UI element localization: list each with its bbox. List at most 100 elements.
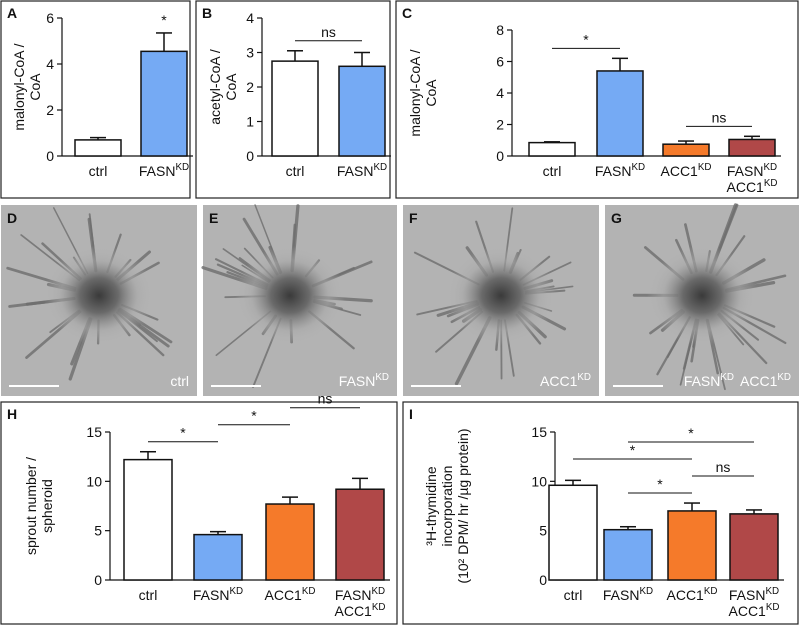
y-axis-label: ³H-thymidine <box>423 466 439 546</box>
label-text: FASN <box>335 587 372 603</box>
label-text: FASN <box>193 587 230 603</box>
bar <box>338 65 386 157</box>
label-line: ACC1KD <box>661 162 712 179</box>
significance-label: * <box>180 425 186 441</box>
bar <box>548 484 598 581</box>
y-axis-label: acetyl-CoA / <box>207 49 223 125</box>
bar <box>603 528 653 581</box>
panel-frame <box>395 0 799 199</box>
label-text: ACC1 <box>667 587 705 603</box>
panel-frame <box>195 0 391 199</box>
y-tick-label: 10 <box>531 473 547 489</box>
panel-letter: A <box>7 5 17 21</box>
y-tick-label: 2 <box>496 117 504 133</box>
label-line: ACC1KD <box>667 586 718 603</box>
significance-label: * <box>657 476 663 492</box>
label-sup: KD <box>302 586 316 597</box>
y-tick-label: 0 <box>246 148 254 164</box>
label-line: FASNKD <box>335 586 385 603</box>
label-line: ctrl <box>170 373 189 389</box>
y-tick-label: 5 <box>539 523 547 539</box>
significance-label: * <box>251 408 257 424</box>
y-tick-label: 5 <box>94 523 102 539</box>
bar <box>662 143 710 157</box>
panel-letter: G <box>611 210 622 226</box>
panel-frame <box>0 0 191 199</box>
y-axis-label: malonyl-CoA / <box>11 43 27 130</box>
y-tick-label: 3 <box>246 45 254 61</box>
label-text: FASN <box>603 587 640 603</box>
spheroid <box>235 245 345 346</box>
significance-label: ns <box>321 24 336 40</box>
label-text: ctrl <box>139 587 158 603</box>
label-text: ACC1 <box>335 603 373 619</box>
y-tick-label: 0 <box>496 148 504 164</box>
significance-label: * <box>161 12 167 28</box>
y-axis-label: CoA <box>223 73 239 101</box>
y-tick-label: 8 <box>496 22 504 38</box>
y-tick-label: 15 <box>531 424 547 440</box>
panel-letter: B <box>202 5 212 21</box>
y-axis-label: spheroid <box>39 479 55 533</box>
label-line: FASNKD <box>729 586 779 603</box>
label-text: FASN <box>337 163 374 179</box>
label-text: ACC1 <box>661 163 699 179</box>
bar <box>528 141 576 157</box>
label-sup: KD <box>777 372 791 383</box>
label-text: ACC1 <box>265 587 303 603</box>
label-sup: KD <box>639 586 653 597</box>
panel-letter: D <box>7 210 17 226</box>
label-sup: KD <box>720 372 734 383</box>
label-text: ctrl <box>170 373 189 389</box>
panel-letter: H <box>7 406 17 422</box>
label-line: ACC1KD <box>265 586 316 603</box>
significance-label: ns <box>712 109 727 125</box>
y-axis-label: malonyl-CoA / <box>407 49 423 136</box>
label-text: ctrl <box>286 163 305 179</box>
bar <box>265 503 315 581</box>
panel-letter: I <box>409 406 413 422</box>
significance-label: * <box>688 425 694 441</box>
y-tick-label: 10 <box>86 473 102 489</box>
label-text: FASN <box>684 373 721 389</box>
bar <box>271 60 319 157</box>
label-sup: KD <box>698 162 712 173</box>
spheroid <box>446 245 556 346</box>
label-line: ACC1KD <box>727 178 778 195</box>
y-tick-label: 0 <box>94 572 102 588</box>
label-line: FASNKD <box>139 162 189 179</box>
bar <box>140 50 188 157</box>
y-tick-label: 4 <box>496 85 504 101</box>
label-text: FASN <box>727 163 764 179</box>
panel-letter: F <box>409 210 418 226</box>
bar <box>596 70 644 157</box>
label-sup: KD <box>229 586 243 597</box>
y-axis-label: CoA <box>27 73 43 101</box>
label-sup: KD <box>631 162 645 173</box>
bar <box>728 138 776 157</box>
y-tick-label: 4 <box>46 56 54 72</box>
label-sup: KD <box>371 586 385 597</box>
label-sup: KD <box>375 372 389 383</box>
bar <box>729 513 779 581</box>
label-line: FASNKD <box>337 162 387 179</box>
label-sup: KD <box>704 586 718 597</box>
y-tick-label: 0 <box>539 572 547 588</box>
label-text: FASN <box>339 373 376 389</box>
label-line: FASNKD <box>339 372 389 389</box>
label-sup: KD <box>764 178 778 189</box>
label-text: FASN <box>729 587 766 603</box>
significance-label: ns <box>716 459 731 475</box>
label-text: ACC1 <box>729 603 767 619</box>
y-axis-label: (10² DPM/ hr /µg protein) <box>455 428 471 583</box>
label-line: ACC1KD <box>729 602 780 619</box>
label-text: ACC1 <box>540 373 578 389</box>
label-line: FASNKD <box>603 586 653 603</box>
bar <box>335 488 385 581</box>
spheroid <box>647 245 757 346</box>
label-text: ctrl <box>564 587 583 603</box>
panel-frame <box>402 401 799 625</box>
label-sup: KD <box>766 602 780 613</box>
